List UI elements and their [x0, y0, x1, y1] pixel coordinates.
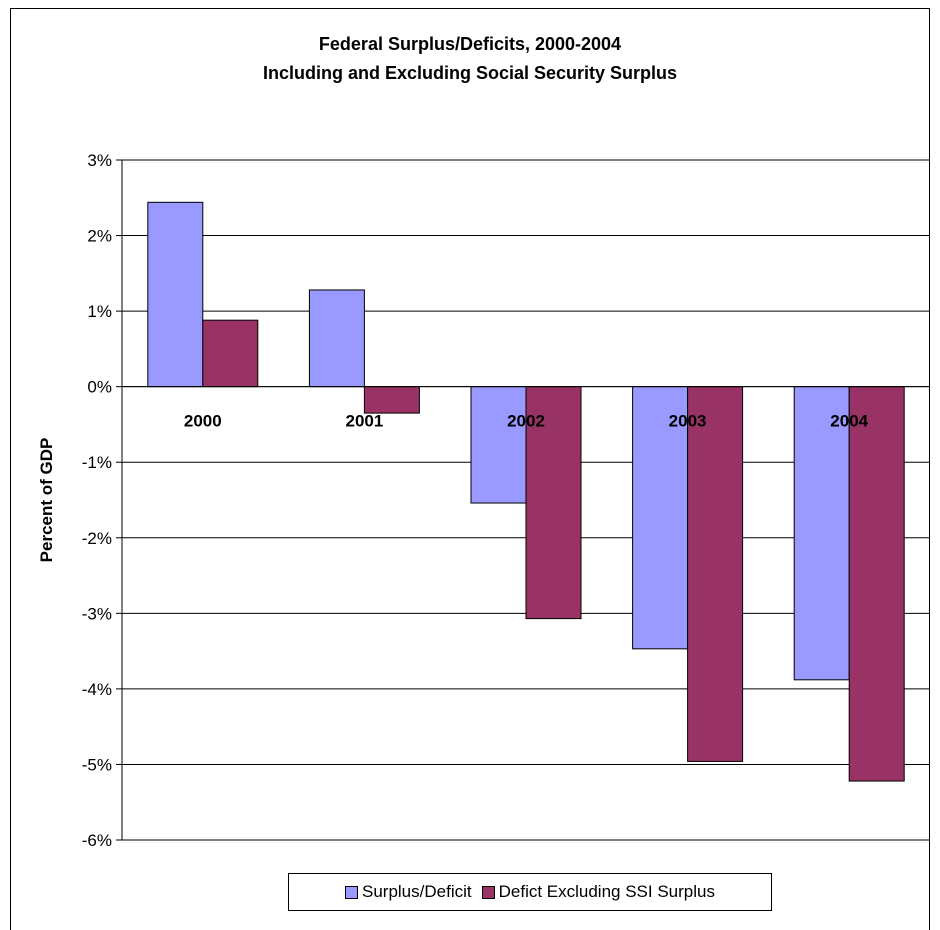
bar-deficit-excl-ssi-2000 — [202, 319, 259, 388]
bar-surplus-2002 — [470, 386, 527, 504]
chart-title: Federal Surplus/Deficits, 2000-2004 Incl… — [0, 30, 940, 88]
legend-item-deficit-excl-ssi: Defict Excluding SSI Surplus — [481, 882, 715, 902]
legend-swatch-deficit-excl-ssi — [481, 885, 495, 899]
y-tick-label: 3% — [87, 151, 112, 170]
legend-label-surplus: Surplus/Deficit — [362, 882, 472, 901]
y-axis-label: Percent of GDP — [37, 438, 56, 563]
chart-subtitle: Including and Excluding Social Security … — [262, 63, 678, 83]
x-category-label-2003: 2003 — [669, 412, 707, 431]
bar-deficit-excl-ssi-2004 — [848, 386, 905, 782]
y-tick-label: -3% — [82, 604, 112, 623]
y-tick-label: 0% — [87, 378, 112, 397]
bar-deficit-excl-ssi-2001 — [363, 386, 420, 414]
legend-label-deficit-excl-ssi: Defict Excluding SSI Surplus — [498, 882, 715, 901]
x-category-label-2001: 2001 — [345, 412, 383, 431]
y-tick-label: 2% — [87, 227, 112, 246]
legend-swatch-surplus — [345, 885, 358, 899]
y-tick-label: -4% — [82, 680, 112, 699]
chart-area — [10, 8, 930, 930]
x-category-label-2000: 2000 — [184, 412, 222, 431]
y-tick-label: -5% — [82, 755, 112, 774]
bar-surplus-2001 — [308, 289, 365, 388]
x-category-label-2002: 2002 — [507, 412, 545, 431]
legend-item-surplus: Surplus/Deficit — [345, 882, 472, 902]
y-tick-label: -1% — [82, 453, 112, 472]
legend: Surplus/Deficit Defict Excluding SSI Sur… — [288, 873, 772, 911]
bar-deficit-excl-ssi-2003 — [687, 386, 744, 762]
y-tick-label: -2% — [82, 529, 112, 548]
y-tick-label: -6% — [82, 831, 112, 850]
y-tick-label: 1% — [87, 302, 112, 321]
chart-title-line1: Federal Surplus/Deficits, 2000-2004 — [318, 34, 622, 54]
bar-surplus-2000 — [147, 201, 204, 388]
x-category-label-2004: 2004 — [830, 412, 868, 431]
